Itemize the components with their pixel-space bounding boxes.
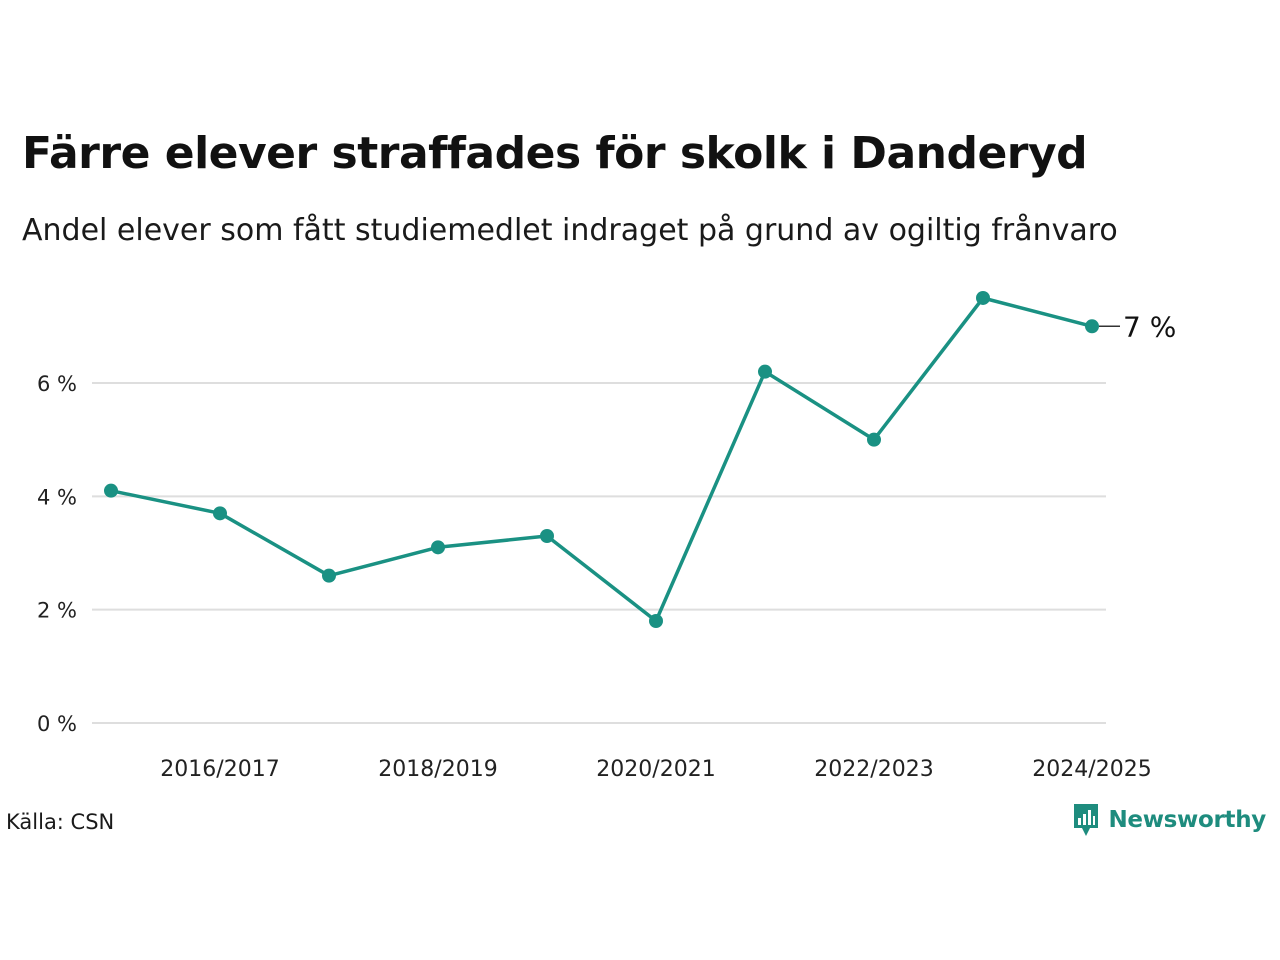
data-point [976,290,990,305]
y-tick-label: 4 % [37,485,77,509]
data-point [758,364,772,379]
source-note: Källa: CSN [6,810,115,834]
gridlines [92,381,1106,724]
chart-title: Färre elever straffades för skolk i Dand… [22,128,1088,179]
data-point [649,613,663,628]
x-tick-label: 2018/2019 [378,757,497,782]
end-value-label: 7 % [1123,310,1176,343]
y-tick-label: 2 % [37,599,77,623]
data-point [431,540,445,555]
x-tick-label: 2024/2025 [1032,757,1151,782]
series-polyline [109,296,1094,623]
data-point [104,483,118,498]
brand-logo: Newsworthy [1072,803,1266,837]
series-line [109,296,1094,623]
series-points [104,290,1099,628]
data-point [867,432,881,447]
data-point [540,528,554,543]
data-point [213,506,227,521]
data-point [1085,319,1099,334]
end-label-group: 7 % [1099,310,1176,343]
x-tick-label: 2022/2023 [814,757,933,782]
y-tick-label: 6 % [37,372,77,396]
data-point [322,568,336,583]
chart-subtitle: Andel elever som fått studiemedlet indra… [22,213,1118,248]
y-tick-label: 0 % [37,712,77,736]
x-tick-label: 2020/2021 [596,757,715,782]
x-axis-ticks: 2016/2017 2018/2019 2020/2021 2022/2023 2024… [160,757,1151,782]
x-tick-label: 2016/2017 [160,757,279,782]
y-axis-ticks: 0 % 2 % 4 % 6 % [37,372,77,736]
brand-name: Newsworthy [1108,807,1266,833]
bar-chart-speech-bubble-icon [1074,804,1099,836]
